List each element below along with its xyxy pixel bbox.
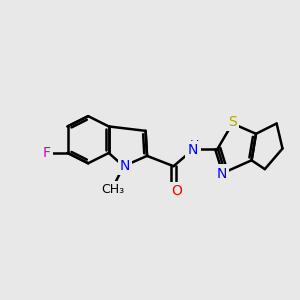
- Text: N: N: [217, 167, 227, 181]
- Text: N: N: [120, 159, 130, 173]
- Text: N: N: [188, 143, 198, 157]
- Text: H: H: [190, 139, 199, 152]
- Text: O: O: [171, 184, 182, 198]
- Text: F: F: [43, 146, 51, 160]
- Text: S: S: [228, 115, 237, 129]
- Text: CH₃: CH₃: [102, 183, 125, 196]
